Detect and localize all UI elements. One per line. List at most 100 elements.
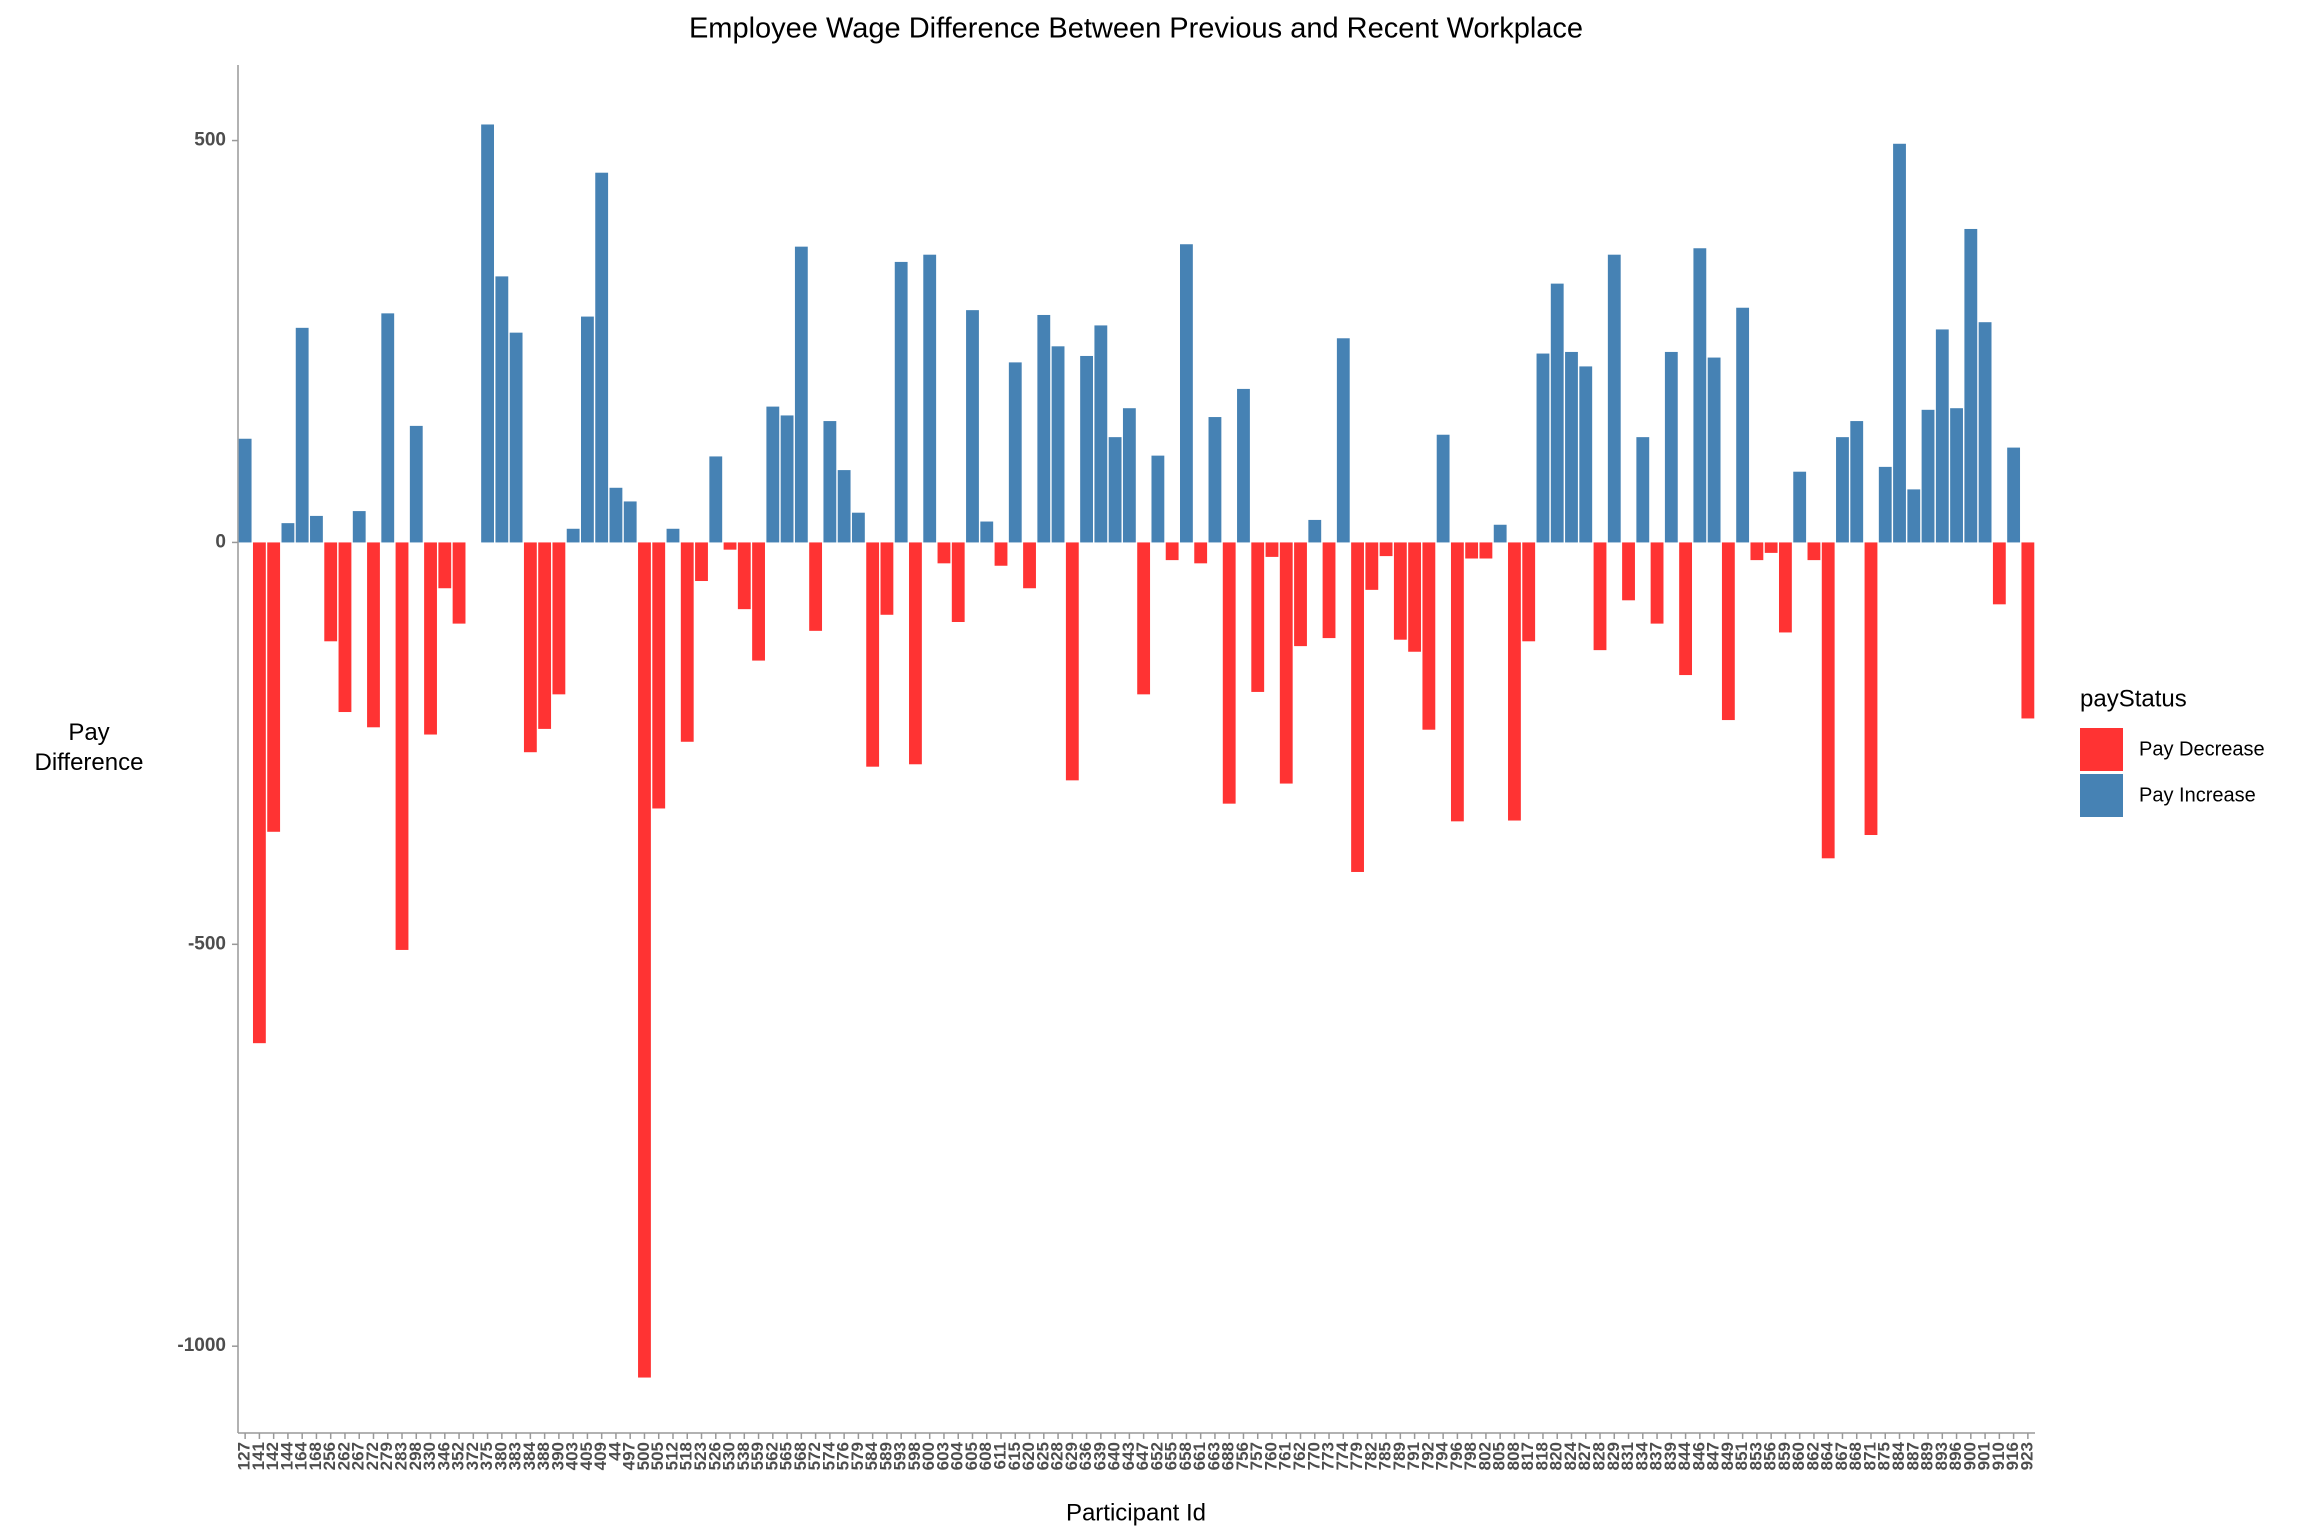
bar <box>395 542 409 950</box>
bar <box>1607 254 1621 543</box>
bar <box>1122 408 1136 543</box>
bar <box>980 521 994 543</box>
x-tick-label: 518 <box>677 1442 696 1470</box>
bar <box>1565 351 1578 543</box>
x-tick-label: 383 <box>506 1442 525 1470</box>
legend-key <box>2080 728 2123 771</box>
legend-key <box>2080 774 2123 817</box>
x-tick-label: 526 <box>705 1442 724 1470</box>
x-tick-label: 916 <box>2003 1442 2022 1470</box>
x-tick-label: 625 <box>1033 1442 1052 1470</box>
x-tick-label: 636 <box>1076 1442 1095 1470</box>
x-tick-label: 773 <box>1319 1442 1338 1470</box>
x-tick-label: 579 <box>848 1442 867 1470</box>
bar <box>1964 228 1978 543</box>
bar <box>1194 542 1208 564</box>
x-tick-label: 372 <box>463 1442 482 1470</box>
x-tick-label: 896 <box>1946 1442 1965 1470</box>
bar <box>1636 437 1650 543</box>
bar <box>609 487 623 543</box>
x-tick-label: 789 <box>1390 1442 1409 1470</box>
bar <box>780 415 794 543</box>
x-tick-label: 267 <box>349 1442 368 1470</box>
bar <box>1536 353 1550 543</box>
bar <box>1850 421 1864 543</box>
x-tick-label: 901 <box>1975 1442 1994 1470</box>
x-tick-label: 808 <box>1504 1442 1523 1470</box>
bar <box>1322 542 1336 639</box>
x-tick-label: 559 <box>748 1442 767 1470</box>
bar <box>1137 542 1151 695</box>
x-tick-label: 871 <box>1860 1442 1879 1470</box>
x-tick-label: 652 <box>1147 1442 1166 1470</box>
x-tick-label: 829 <box>1604 1442 1623 1470</box>
bar <box>1151 455 1165 543</box>
x-tick-label: 757 <box>1247 1442 1266 1470</box>
x-tick-label: 390 <box>548 1442 567 1470</box>
x-tick-label: 611 <box>990 1442 1009 1469</box>
x-tick-label: 889 <box>1918 1442 1937 1470</box>
x-tick-label: 168 <box>306 1442 325 1470</box>
x-tick-label: 818 <box>1532 1442 1551 1470</box>
x-tick-label: 603 <box>933 1442 952 1470</box>
bar <box>794 246 808 543</box>
bar <box>937 542 951 564</box>
bar <box>1336 338 1350 543</box>
x-tick-label: 820 <box>1547 1442 1566 1470</box>
bar <box>338 542 352 713</box>
x-tick-label: 834 <box>1632 1441 1651 1470</box>
bar <box>538 542 552 729</box>
bar <box>1479 542 1493 559</box>
bar <box>352 511 366 543</box>
x-tick-label: 589 <box>876 1442 895 1470</box>
bar <box>1493 524 1507 543</box>
x-tick-label: 593 <box>891 1442 910 1470</box>
bar <box>1393 542 1407 640</box>
bar <box>1037 314 1051 543</box>
bar <box>310 515 323 543</box>
bar <box>2007 447 2021 543</box>
x-tick-label: 405 <box>577 1442 596 1470</box>
bar <box>1108 437 1122 543</box>
bar <box>1593 542 1607 651</box>
x-tick-label: 867 <box>1832 1442 1851 1470</box>
bar <box>1008 362 1022 543</box>
bar <box>252 542 266 1044</box>
x-tick-label: 505 <box>648 1442 667 1470</box>
x-tick-label: 856 <box>1761 1442 1780 1470</box>
bar <box>1707 357 1721 543</box>
bar <box>566 528 580 543</box>
bar <box>1750 542 1764 561</box>
bar <box>809 542 823 631</box>
bar <box>1351 542 1364 872</box>
bar <box>923 254 937 543</box>
x-tick-label: 380 <box>491 1442 510 1470</box>
x-tick-label: 839 <box>1661 1442 1680 1470</box>
y-tick-label: -1000 <box>177 1335 226 1356</box>
x-tick-label: 576 <box>834 1442 853 1470</box>
x-tick-label: 640 <box>1105 1442 1124 1470</box>
x-tick-label: 262 <box>334 1442 353 1470</box>
x-tick-label: 144 <box>277 1441 296 1470</box>
y-tick-label: 500 <box>194 130 226 151</box>
bar <box>909 542 922 765</box>
bar <box>766 406 780 543</box>
x-tick-label: 141 <box>249 1442 268 1470</box>
x-tick-label: 574 <box>819 1441 838 1470</box>
bar <box>1165 542 1179 561</box>
x-tick-label: 817 <box>1518 1442 1537 1470</box>
x-tick-label: 884 <box>1889 1441 1908 1470</box>
bar <box>1793 471 1807 543</box>
bar <box>680 542 694 742</box>
x-tick-label: 849 <box>1718 1442 1737 1470</box>
bar <box>652 542 666 809</box>
x-tick-label: 923 <box>2017 1442 2036 1470</box>
y-tick-label: 0 <box>215 531 226 552</box>
bar <box>1679 542 1693 676</box>
x-tick-label: 127 <box>235 1442 254 1470</box>
x-tick-label: 827 <box>1575 1442 1594 1470</box>
x-tick-label: 44 <box>605 1441 624 1460</box>
x-tick-label: 792 <box>1418 1442 1437 1470</box>
